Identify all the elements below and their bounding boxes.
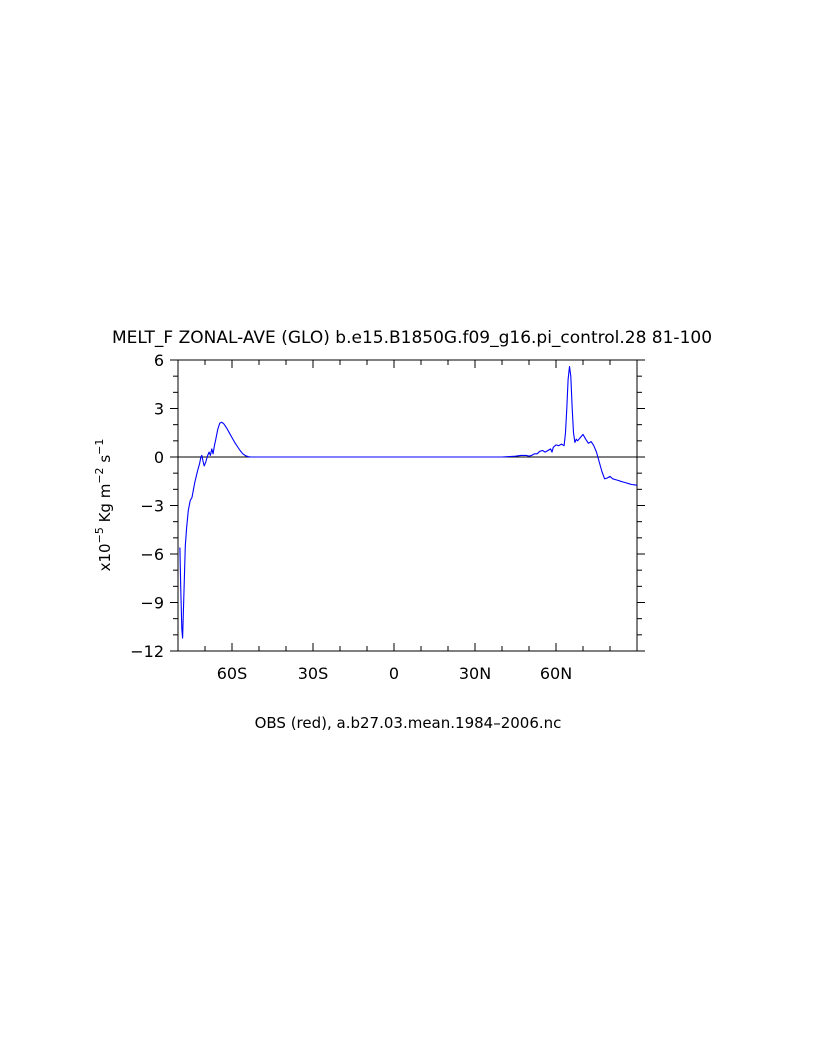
- y-axis-label-unit1: Kg m: [96, 484, 114, 528]
- y-tick-label: −6: [140, 545, 164, 564]
- x-tick-label: 60N: [540, 664, 572, 683]
- x-tick-label: 30S: [298, 664, 329, 683]
- y-tick-label: 6: [154, 351, 164, 370]
- chart-title: MELT_F ZONAL-AVE (GLO) b.e15.B1850G.f09_…: [112, 328, 712, 348]
- x-tick-label: 60S: [217, 664, 248, 683]
- y-tick-label: −9: [140, 594, 164, 613]
- y-axis-label-prefix: x10: [96, 543, 114, 571]
- chart-caption: OBS (red), a.b27.03.mean.1984–2006.nc: [255, 714, 562, 732]
- y-axis-label-exp2: −2: [93, 467, 106, 483]
- plot-area: 60S 30S 0 30N 60N 6 3 0 −3 −6 −9 −12: [130, 351, 645, 683]
- x-tick-label: 0: [389, 664, 399, 683]
- x-tick-label: 30N: [459, 664, 491, 683]
- y-tick-label: −3: [140, 497, 164, 516]
- y-tick-label: −12: [130, 642, 164, 661]
- y-tick-label: 0: [154, 448, 164, 467]
- y-axis-label-unit2: s: [96, 455, 114, 468]
- series-line: [180, 367, 637, 639]
- y-axis-label: x10−5 Kg m−2 s−1: [93, 439, 114, 572]
- y-tick-label: 3: [154, 400, 164, 419]
- y-axis-label-exp3: −1: [93, 439, 106, 455]
- plot-frame: [178, 360, 637, 651]
- y-axis-label-exp: −5: [93, 527, 106, 543]
